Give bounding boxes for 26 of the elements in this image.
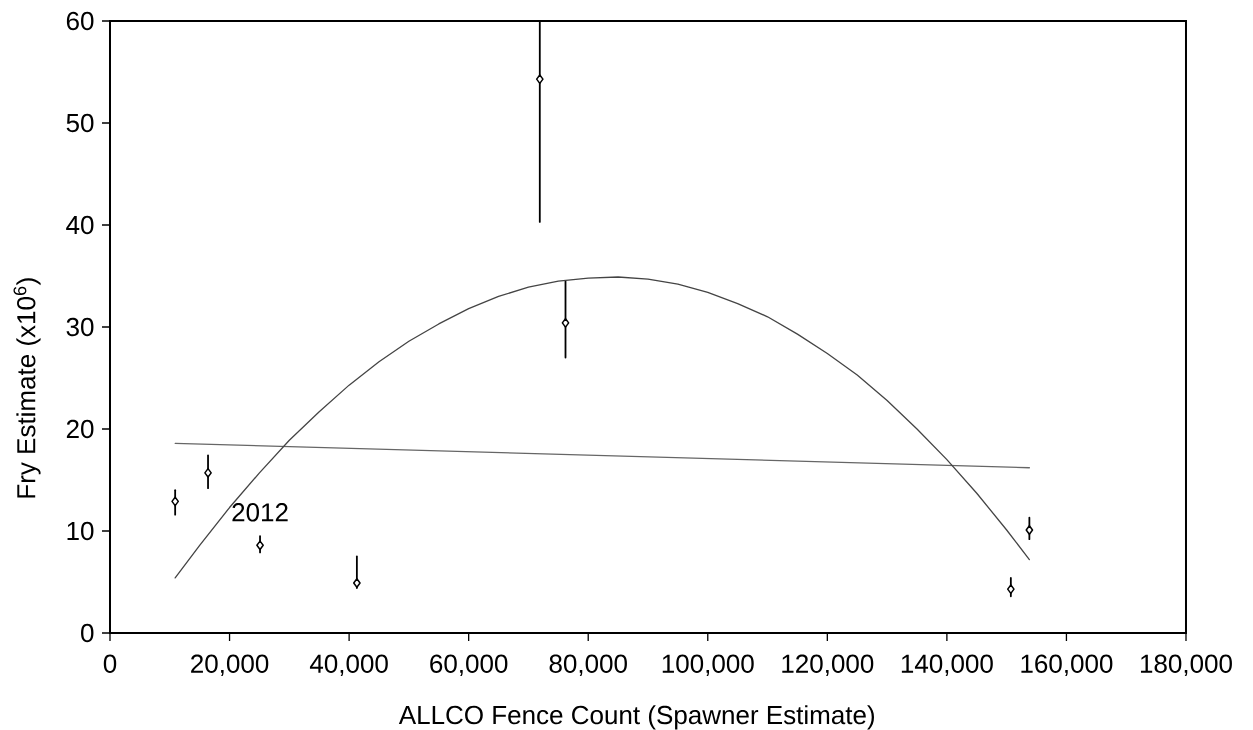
y-axis-title: Fry Estimate (x10$^{6}$) (13, 278, 41, 498)
point (535, 74, 544, 85)
point (171, 496, 180, 507)
y-tick-label: 40 (66, 215, 94, 235)
annotation: 2012 (232, 503, 288, 522)
line-series (174, 276, 1031, 579)
x-tick-label: 40,000 (309, 654, 388, 676)
y-tick-label: 60 (66, 11, 94, 31)
point (561, 317, 570, 328)
x-tick-label: 140,000 (901, 654, 993, 676)
x-tick-label: 180,000 (1140, 654, 1232, 676)
point (1025, 525, 1034, 535)
y-tick-label: 10 (67, 521, 94, 541)
x-tick-label: 100,000 (662, 654, 754, 676)
x-tick-label: 20,000 (191, 654, 269, 676)
x-tick-label: 120,000 (782, 654, 874, 676)
x-tick-label: 0 (103, 654, 117, 673)
y-tick-label: 30 (66, 317, 94, 337)
y-tick-label: 50 (66, 113, 94, 133)
y-tick-label: 20 (66, 419, 94, 439)
x-tick-label: 160,000 (1021, 654, 1113, 676)
point (204, 467, 212, 478)
x-tick-label: 60,000 (430, 654, 508, 676)
x-axis-title: ALLCO Fence Count (Spawner Estimate) (398, 705, 874, 730)
y-tick-label: 0 (81, 623, 94, 643)
x-tick-label: 80,000 (549, 654, 627, 676)
